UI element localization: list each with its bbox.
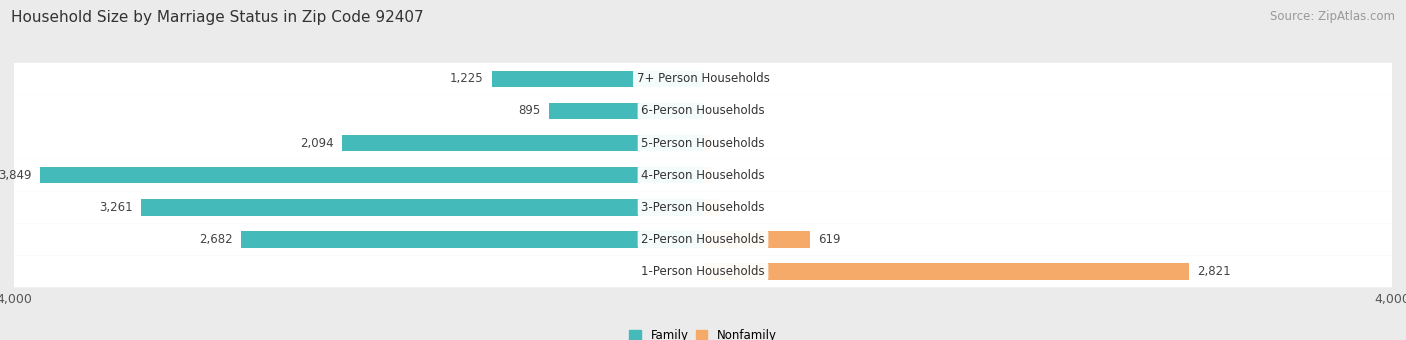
Text: Household Size by Marriage Status in Zip Code 92407: Household Size by Marriage Status in Zip…: [11, 10, 423, 25]
FancyBboxPatch shape: [0, 223, 1406, 255]
Legend: Family, Nonfamily: Family, Nonfamily: [624, 324, 782, 340]
Bar: [342, 135, 703, 151]
FancyBboxPatch shape: [0, 63, 1406, 95]
Text: 7+ Person Households: 7+ Person Households: [637, 72, 769, 85]
FancyBboxPatch shape: [0, 159, 1406, 191]
Text: 2-Person Households: 2-Person Households: [641, 233, 765, 246]
Text: 0: 0: [713, 72, 721, 85]
Bar: [548, 103, 703, 119]
Bar: [240, 231, 703, 248]
Bar: [703, 135, 710, 151]
Bar: [703, 199, 717, 216]
FancyBboxPatch shape: [0, 95, 1406, 127]
Text: 3,261: 3,261: [98, 201, 132, 214]
Text: 54: 54: [721, 169, 735, 182]
Text: 3-Person Households: 3-Person Households: [641, 201, 765, 214]
Text: 4-Person Households: 4-Person Households: [641, 169, 765, 182]
FancyBboxPatch shape: [0, 191, 1406, 223]
FancyBboxPatch shape: [0, 255, 1406, 287]
Bar: [703, 231, 810, 248]
Text: 1-Person Households: 1-Person Households: [641, 265, 765, 278]
Text: 0: 0: [713, 104, 721, 117]
Text: 6-Person Households: 6-Person Households: [641, 104, 765, 117]
Bar: [703, 263, 1189, 280]
Text: 895: 895: [517, 104, 540, 117]
Text: 2,682: 2,682: [198, 233, 232, 246]
Text: 619: 619: [818, 233, 841, 246]
Bar: [142, 199, 703, 216]
Bar: [492, 70, 703, 87]
Text: 5-Person Households: 5-Person Households: [641, 137, 765, 150]
Text: 1,225: 1,225: [450, 72, 484, 85]
Bar: [703, 167, 713, 184]
Text: 2,094: 2,094: [299, 137, 333, 150]
FancyBboxPatch shape: [0, 127, 1406, 159]
Bar: [39, 167, 703, 184]
Text: 85: 85: [727, 201, 741, 214]
Text: 3,849: 3,849: [0, 169, 31, 182]
Text: 2,821: 2,821: [1198, 265, 1232, 278]
Text: Source: ZipAtlas.com: Source: ZipAtlas.com: [1270, 10, 1395, 23]
Text: 40: 40: [718, 137, 734, 150]
